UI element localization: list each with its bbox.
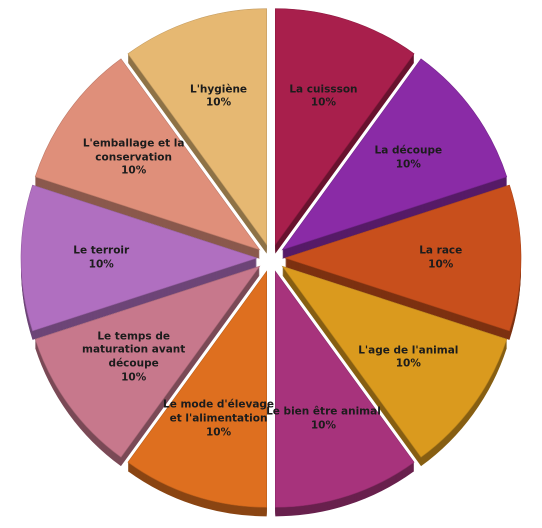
value-label: 10% [310, 419, 337, 432]
slice [20, 184, 258, 332]
value-label: 10% [121, 371, 147, 384]
value-label: 10% [428, 258, 454, 270]
slice [281, 58, 508, 251]
slice [275, 8, 415, 246]
slice-label: La race 10% [382, 244, 500, 271]
value-label: 10% [121, 165, 147, 178]
category-label: La race [419, 244, 463, 257]
category-label: Le temps de maturation avant découpe [82, 330, 186, 370]
slice [281, 265, 508, 458]
value-label: 10% [310, 96, 337, 109]
slice [34, 265, 261, 458]
slice [127, 8, 267, 246]
slice-label: L'age de l'animal 10% [349, 344, 467, 371]
slice [284, 184, 522, 332]
slice-label: Le bien être animal 10% [264, 406, 382, 433]
slice [127, 270, 267, 508]
category-label: La découpe [374, 144, 443, 157]
slice-label: La cuissson 10% [264, 83, 382, 110]
category-label: Le mode d'élevage et l'alimentation [163, 398, 275, 425]
category-label: L'hygiène [190, 82, 248, 95]
slice [34, 58, 261, 251]
category-label: L'age de l'animal [358, 344, 459, 357]
category-label: L'emballage et la conservation [82, 137, 185, 164]
value-label: 10% [88, 258, 114, 270]
value-label: 10% [205, 96, 232, 109]
category-label: Le bien être animal [266, 405, 381, 418]
value-label: 10% [205, 426, 232, 439]
slice-label: La découpe 10% [349, 145, 467, 172]
slice-label: Le mode d'élevage et l'alimentation 10% [160, 399, 278, 440]
slice-label: Le terroir 10% [42, 244, 160, 271]
value-label: 10% [395, 357, 421, 370]
value-label: 10% [395, 158, 421, 171]
slice-label: L'emballage et la conservation 10% [75, 138, 193, 179]
category-label: Le terroir [73, 244, 130, 257]
slice-label: Le temps de maturation avant découpe 10% [75, 331, 193, 386]
slice-label: L'hygiène 10% [160, 83, 278, 110]
category-label: La cuissson [289, 82, 358, 95]
slice [275, 270, 415, 508]
